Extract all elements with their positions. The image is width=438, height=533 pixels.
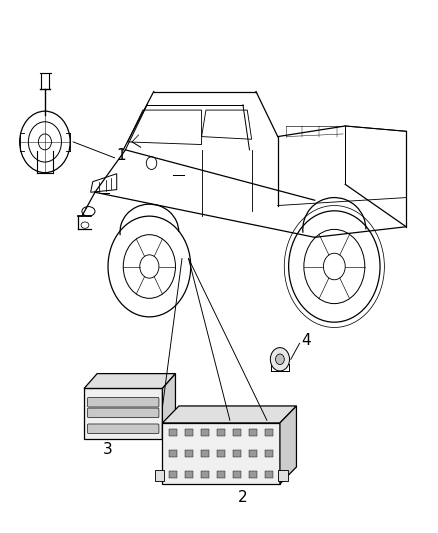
Text: 2: 2 (238, 490, 248, 505)
Bar (233, 450, 241, 457)
Bar (170, 450, 177, 457)
FancyBboxPatch shape (88, 398, 159, 407)
Bar (265, 471, 273, 478)
Bar (170, 471, 177, 478)
Text: 3: 3 (103, 442, 113, 457)
Bar (265, 450, 273, 457)
Text: 1: 1 (116, 148, 126, 163)
Bar (217, 450, 225, 457)
Polygon shape (162, 406, 297, 423)
Bar (249, 471, 257, 478)
Bar (185, 429, 193, 436)
Polygon shape (84, 374, 176, 389)
Circle shape (270, 348, 290, 371)
Polygon shape (280, 406, 297, 484)
Polygon shape (84, 389, 162, 439)
Bar (265, 429, 273, 436)
Text: 4: 4 (301, 333, 311, 348)
FancyBboxPatch shape (88, 424, 159, 433)
Bar (170, 429, 177, 436)
Polygon shape (162, 374, 176, 439)
Bar (201, 450, 209, 457)
Bar (217, 429, 225, 436)
Bar (185, 471, 193, 478)
Bar (249, 429, 257, 436)
Bar (155, 470, 164, 481)
Circle shape (276, 354, 284, 365)
FancyBboxPatch shape (88, 408, 159, 418)
Bar (278, 470, 288, 481)
Bar (217, 471, 225, 478)
Bar (233, 471, 241, 478)
Bar (249, 450, 257, 457)
Bar (201, 429, 209, 436)
Bar (185, 450, 193, 457)
Polygon shape (162, 423, 280, 484)
Bar (233, 429, 241, 436)
Bar (201, 471, 209, 478)
